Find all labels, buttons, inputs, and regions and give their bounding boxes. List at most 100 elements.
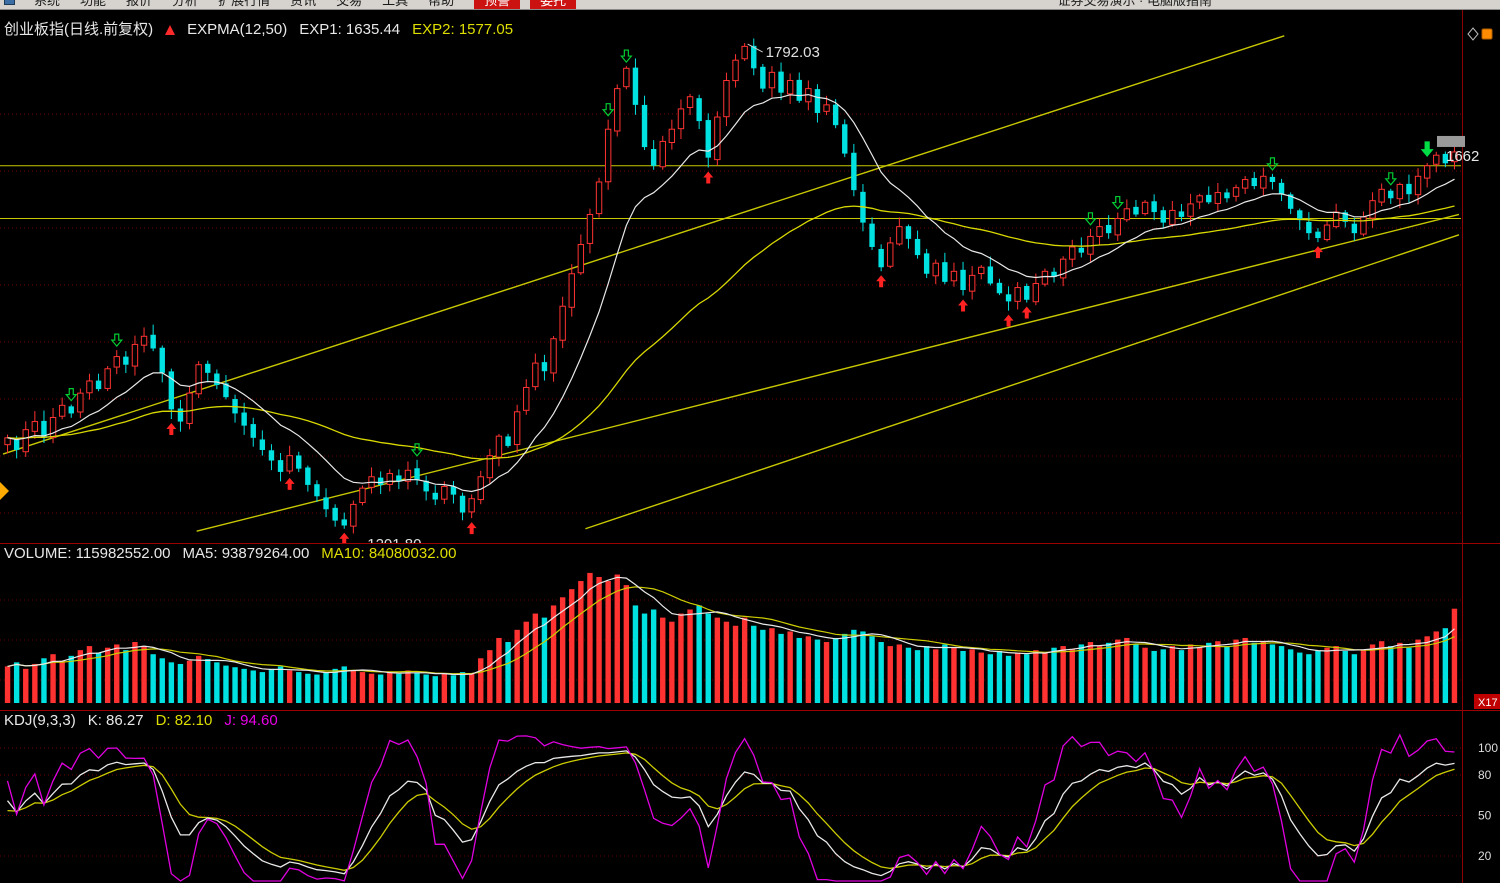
volume-bar[interactable] — [1115, 639, 1121, 703]
volume-bar[interactable] — [1060, 646, 1066, 703]
candle[interactable] — [104, 366, 111, 392]
volume-bar[interactable] — [141, 646, 147, 703]
volume-bar[interactable] — [1051, 647, 1057, 703]
candle[interactable] — [523, 379, 530, 415]
volume-bar[interactable] — [41, 658, 47, 703]
candle[interactable] — [1105, 215, 1112, 239]
volume-bar[interactable] — [214, 662, 220, 703]
candle[interactable] — [386, 469, 393, 492]
volume-bar[interactable] — [559, 597, 566, 703]
volume-bar[interactable] — [1169, 646, 1176, 703]
volume-bar[interactable] — [250, 670, 256, 703]
volume-bar[interactable] — [614, 574, 620, 703]
candle[interactable] — [314, 480, 320, 503]
candle[interactable] — [1241, 175, 1249, 194]
volume-bar[interactable] — [1206, 642, 1212, 703]
candle[interactable] — [968, 266, 976, 300]
volume-bar[interactable] — [68, 655, 74, 703]
candle[interactable] — [1114, 212, 1121, 241]
candle[interactable] — [905, 224, 912, 249]
candle[interactable] — [887, 236, 894, 269]
volume-bar[interactable] — [669, 621, 675, 703]
volume-bar[interactable] — [1142, 647, 1148, 703]
candle[interactable] — [250, 417, 256, 447]
menu-item-4[interactable]: 扩展行情 — [218, 0, 271, 8]
candle[interactable] — [1433, 151, 1440, 173]
volume-bar[interactable] — [678, 613, 684, 703]
candle[interactable] — [796, 72, 802, 103]
candle[interactable] — [214, 369, 220, 390]
candle[interactable] — [177, 400, 184, 432]
volume-bar[interactable] — [787, 631, 793, 703]
volume-bar[interactable] — [205, 659, 211, 703]
volume-bar[interactable] — [769, 628, 775, 703]
candle[interactable] — [368, 467, 375, 494]
volume-bar[interactable] — [277, 666, 284, 703]
candle[interactable] — [223, 374, 229, 400]
volume-bar[interactable] — [150, 654, 156, 703]
volume-bar[interactable] — [104, 647, 111, 703]
volume-bar[interactable] — [405, 670, 411, 703]
volume-bar[interactable] — [987, 654, 994, 703]
candle[interactable] — [1141, 200, 1149, 216]
candle[interactable] — [1306, 212, 1312, 240]
volume-bar[interactable] — [1278, 646, 1285, 703]
candle[interactable] — [140, 327, 148, 353]
candle[interactable] — [459, 492, 466, 521]
volume-bar[interactable] — [969, 649, 975, 703]
menu-item-6[interactable]: 交易 — [336, 0, 363, 8]
volume-bar[interactable] — [77, 650, 84, 703]
menu-item-0[interactable]: 系统 — [34, 0, 61, 8]
volume-bar[interactable] — [377, 674, 384, 703]
candle[interactable] — [1133, 199, 1139, 217]
volume-bar[interactable] — [851, 629, 857, 703]
candle[interactable] — [332, 504, 338, 527]
volume-bar[interactable] — [241, 668, 247, 703]
candle[interactable] — [768, 66, 776, 98]
menu-item-7[interactable]: 工具 — [382, 0, 409, 8]
candle[interactable] — [1196, 193, 1203, 209]
volume-bar[interactable] — [578, 581, 584, 703]
candle[interactable] — [677, 99, 685, 140]
volume-bar[interactable] — [514, 629, 520, 703]
candle[interactable] — [131, 335, 139, 376]
candle[interactable] — [814, 84, 821, 123]
candle[interactable] — [751, 38, 757, 76]
volume-bar[interactable] — [132, 642, 138, 703]
volume-bar[interactable] — [505, 642, 511, 703]
candle[interactable] — [932, 259, 939, 285]
candle[interactable] — [58, 397, 66, 420]
volume-bar[interactable] — [1124, 637, 1130, 703]
candle[interactable] — [577, 234, 585, 276]
candle[interactable] — [1278, 178, 1285, 202]
kdj-chart[interactable]: 100 80 50 20 — [0, 710, 1500, 883]
candle[interactable] — [1269, 173, 1276, 190]
candle[interactable] — [896, 217, 903, 246]
candle[interactable] — [950, 262, 958, 287]
candle[interactable] — [1406, 174, 1412, 203]
candle[interactable] — [696, 94, 702, 130]
candle[interactable] — [41, 410, 47, 444]
left-edge-marker[interactable] — [0, 482, 9, 500]
volume-bar[interactable] — [114, 644, 120, 703]
volume-bar[interactable] — [450, 675, 457, 703]
menu-item-5[interactable]: 资讯 — [290, 0, 317, 8]
volume-bar[interactable] — [532, 613, 539, 703]
candle[interactable] — [123, 351, 129, 374]
candle[interactable] — [723, 72, 730, 127]
candle[interactable] — [1078, 237, 1085, 258]
price-chart[interactable]: 1792.03 ←1201.80 1662 — [0, 10, 1500, 543]
candle[interactable] — [1342, 210, 1348, 228]
candle[interactable] — [1214, 183, 1222, 212]
volume-bar[interactable] — [1105, 642, 1112, 703]
volume-bar[interactable] — [587, 572, 593, 703]
candle[interactable] — [49, 408, 57, 444]
candle[interactable] — [614, 84, 621, 137]
volume-bar[interactable] — [286, 670, 293, 703]
volume-bar[interactable] — [1005, 655, 1012, 703]
volume-bar[interactable] — [496, 637, 502, 703]
volume-bar[interactable] — [696, 605, 702, 703]
candle[interactable] — [1041, 268, 1049, 287]
volume-bar[interactable] — [1260, 641, 1267, 703]
volume-bar[interactable] — [268, 668, 275, 703]
